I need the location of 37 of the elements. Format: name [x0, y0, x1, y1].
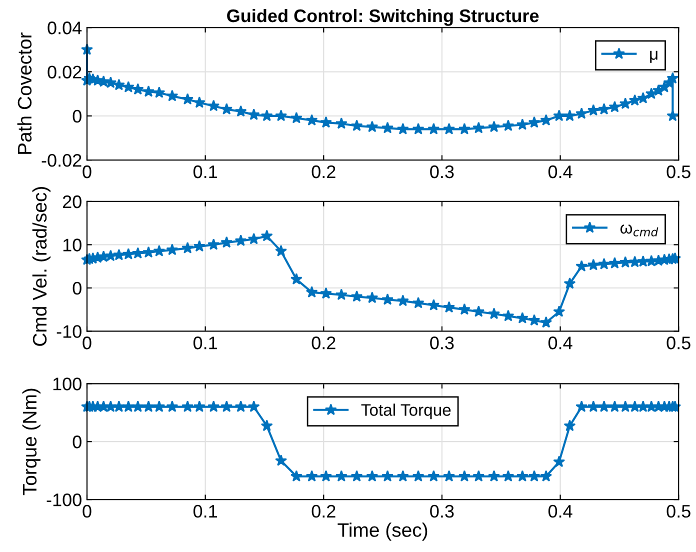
y-axis-title: Path Covector [17, 32, 32, 154]
x-tick-label: 0.2 [312, 504, 336, 518]
x-tick-label: 0.2 [312, 165, 336, 178]
x-tick-label: 0 [82, 336, 92, 350]
x-tick-label: 0.1 [193, 336, 217, 350]
x-tick-label: 0.3 [430, 336, 454, 350]
y-tick-label: 0 [72, 436, 82, 448]
y-tick-label: 0 [72, 110, 82, 123]
y-axis-title: Torque (Nm) [22, 388, 40, 496]
x-axis-title: Time (sec) [338, 522, 428, 541]
x-tick-label: 0 [82, 165, 92, 178]
y-tick-label: -10 [56, 325, 82, 338]
x-tick-label: 0.4 [548, 336, 572, 350]
x-tick-label: 0.5 [666, 504, 690, 518]
y-tick-label: 0.04 [48, 22, 82, 34]
legend-label: ω$_{cmd}$ [620, 224, 658, 236]
legend-label: μ [650, 50, 658, 63]
x-tick-label: 0.1 [193, 504, 217, 518]
x-tick-label: 0.4 [548, 504, 572, 518]
y-tick-label: -100 [46, 493, 82, 506]
x-tick-label: 0 [82, 504, 92, 518]
y-axis-title: Cmd Vel. (rad/sec) [32, 187, 50, 346]
legend-label: Total Torque [361, 404, 451, 420]
x-tick-label: 0.5 [666, 336, 690, 350]
x-tick-label: 0.2 [312, 336, 336, 350]
y-tick-label: 100 [53, 378, 82, 390]
y-tick-label: -0.02 [42, 154, 82, 167]
x-tick-label: 0.4 [548, 165, 572, 178]
x-tick-label: 0.3 [430, 165, 454, 178]
y-tick-label: 20 [62, 195, 82, 208]
y-tick-label: 0 [72, 282, 82, 295]
y-tick-label: 0.02 [48, 66, 82, 78]
y-tick-label: 10 [63, 238, 82, 252]
x-tick-label: 0.1 [193, 165, 217, 178]
x-tick-label: 0.3 [430, 504, 454, 518]
x-tick-label: 0.5 [666, 165, 690, 178]
chart-title: Guided Control: Switching Structure [227, 8, 539, 26]
